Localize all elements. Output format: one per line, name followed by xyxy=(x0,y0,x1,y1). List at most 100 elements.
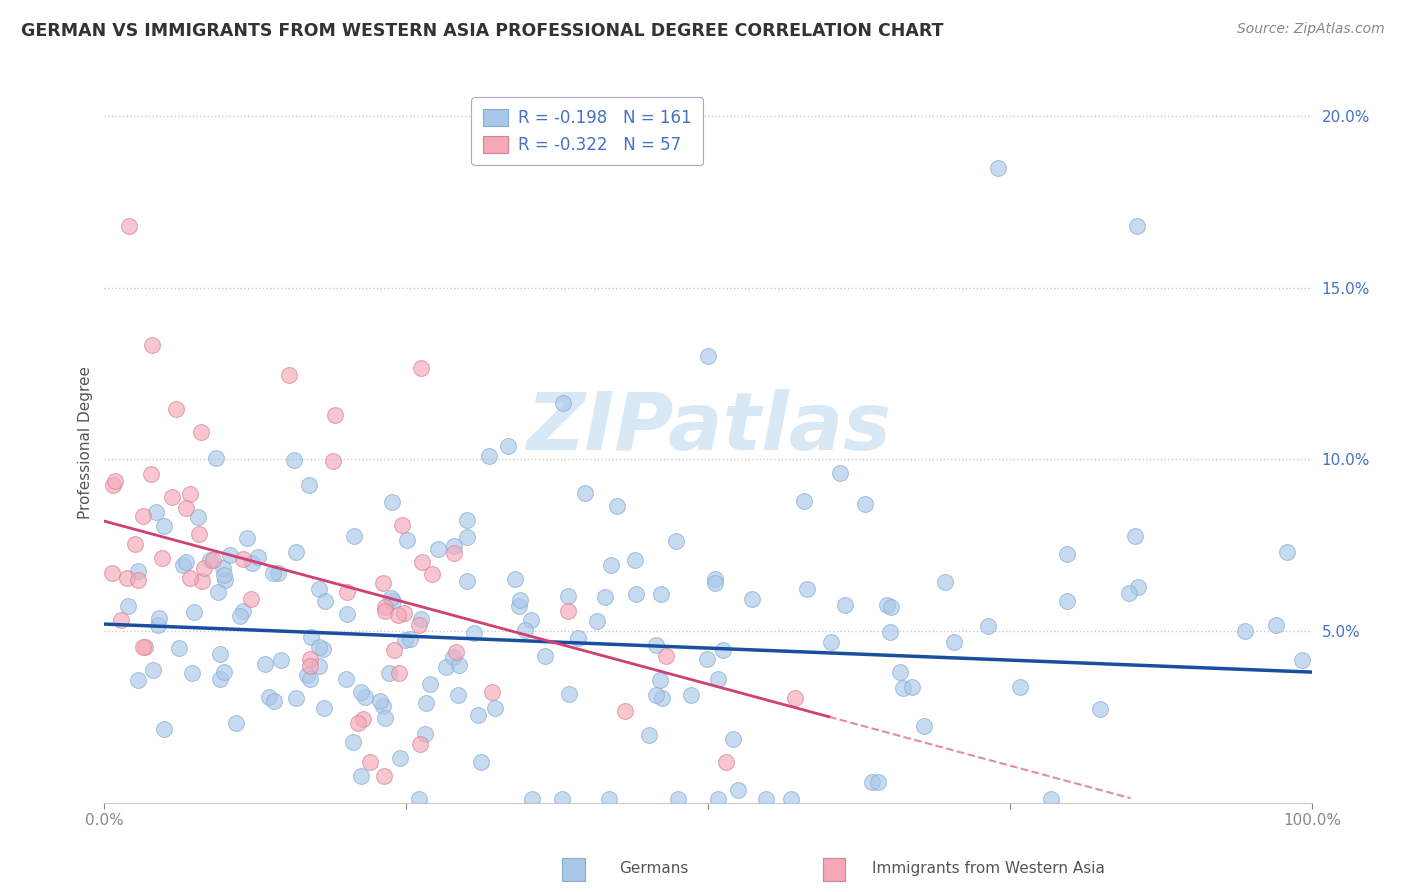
Germans xyxy=(146,618,169,632)
Germans xyxy=(181,666,204,681)
Germans xyxy=(567,631,589,645)
Immigrants from Western Asia xyxy=(191,574,214,588)
Immigrants from Western Asia xyxy=(783,691,806,706)
Germans xyxy=(1128,580,1150,594)
Germans xyxy=(638,728,661,742)
Germans xyxy=(343,529,366,543)
Germans xyxy=(209,647,232,661)
Text: Immigrants from Western Asia: Immigrants from Western Asia xyxy=(872,861,1105,876)
Germans xyxy=(666,792,689,806)
Germans xyxy=(651,691,673,706)
Immigrants from Western Asia xyxy=(481,685,503,699)
Germans xyxy=(381,594,404,608)
Germans xyxy=(441,649,464,664)
Germans xyxy=(145,505,167,519)
Germans xyxy=(793,494,815,508)
Germans xyxy=(1010,680,1032,694)
Germans xyxy=(696,652,718,666)
Germans xyxy=(127,564,149,578)
Germans xyxy=(834,598,856,612)
Germans xyxy=(152,722,174,736)
Germans xyxy=(534,648,557,663)
Germans xyxy=(1125,219,1147,233)
Germans xyxy=(796,582,818,596)
Germans xyxy=(679,688,702,702)
Germans xyxy=(183,605,205,619)
Immigrants from Western Asia xyxy=(232,552,254,566)
Germans xyxy=(509,593,531,607)
Germans xyxy=(889,665,911,680)
Germans xyxy=(463,625,485,640)
Germans xyxy=(342,735,364,749)
Germans xyxy=(187,510,209,524)
Germans xyxy=(308,582,330,596)
Germans xyxy=(266,566,288,581)
Germans xyxy=(508,599,530,613)
Immigrants from Western Asia xyxy=(374,600,396,615)
Immigrants from Western Asia xyxy=(359,756,381,770)
Immigrants from Western Asia xyxy=(110,613,132,627)
Immigrants from Western Asia xyxy=(336,585,359,599)
Germans xyxy=(593,590,616,604)
Germans xyxy=(415,696,437,710)
Germans xyxy=(335,672,357,686)
Germans xyxy=(513,623,536,637)
Germans xyxy=(520,613,543,627)
Germans xyxy=(377,665,399,680)
Germans xyxy=(606,499,628,513)
Germans xyxy=(212,665,235,679)
Germans xyxy=(395,533,418,547)
Germans xyxy=(117,599,139,614)
Germans xyxy=(456,530,478,544)
Germans xyxy=(242,557,264,571)
Immigrants from Western Asia xyxy=(613,704,636,718)
Germans xyxy=(703,576,725,591)
Germans xyxy=(283,452,305,467)
Germans xyxy=(214,573,236,587)
Germans xyxy=(262,566,284,581)
Immigrants from Western Asia xyxy=(322,454,344,468)
Germans xyxy=(373,698,395,713)
Germans xyxy=(270,653,292,667)
Germans xyxy=(703,572,725,586)
Germans xyxy=(650,673,672,687)
Germans xyxy=(169,640,191,655)
Immigrants from Western Asia xyxy=(188,527,211,541)
Germans xyxy=(209,673,232,687)
Germans xyxy=(394,632,416,647)
Text: GERMAN VS IMMIGRANTS FROM WESTERN ASIA PROFESSIONAL DEGREE CORRELATION CHART: GERMAN VS IMMIGRANTS FROM WESTERN ASIA P… xyxy=(21,22,943,40)
Germans xyxy=(934,575,956,590)
Germans xyxy=(598,792,620,806)
Immigrants from Western Asia xyxy=(352,712,374,726)
Immigrants from Western Asia xyxy=(104,474,127,488)
Immigrants from Western Asia xyxy=(141,338,163,352)
Germans xyxy=(219,548,242,562)
Immigrants from Western Asia xyxy=(201,553,224,567)
Germans xyxy=(820,635,842,649)
Germans xyxy=(298,673,321,687)
Y-axis label: Professional Degree: Professional Degree xyxy=(79,366,93,519)
Immigrants from Western Asia xyxy=(408,738,430,752)
Immigrants from Western Asia xyxy=(127,574,149,588)
Germans xyxy=(253,657,276,672)
Immigrants from Western Asia xyxy=(101,566,124,580)
Germans xyxy=(484,701,506,715)
Immigrants from Western Asia xyxy=(190,425,212,439)
Germans xyxy=(176,555,198,569)
Germans xyxy=(727,782,749,797)
Germans xyxy=(828,466,851,480)
Germans xyxy=(574,486,596,500)
Germans xyxy=(350,769,373,783)
Germans xyxy=(1118,586,1140,600)
Germans xyxy=(389,750,412,764)
Legend: R = -0.198   N = 161, R = -0.322   N = 57: R = -0.198 N = 161, R = -0.322 N = 57 xyxy=(471,97,703,165)
Germans xyxy=(427,542,450,557)
Germans xyxy=(1277,544,1299,558)
Immigrants from Western Asia xyxy=(115,571,138,585)
Text: ZIPatlas: ZIPatlas xyxy=(526,389,890,467)
Germans xyxy=(142,663,165,677)
Germans xyxy=(247,549,270,564)
Germans xyxy=(380,591,402,605)
Immigrants from Western Asia xyxy=(323,408,346,422)
Germans xyxy=(374,711,396,725)
